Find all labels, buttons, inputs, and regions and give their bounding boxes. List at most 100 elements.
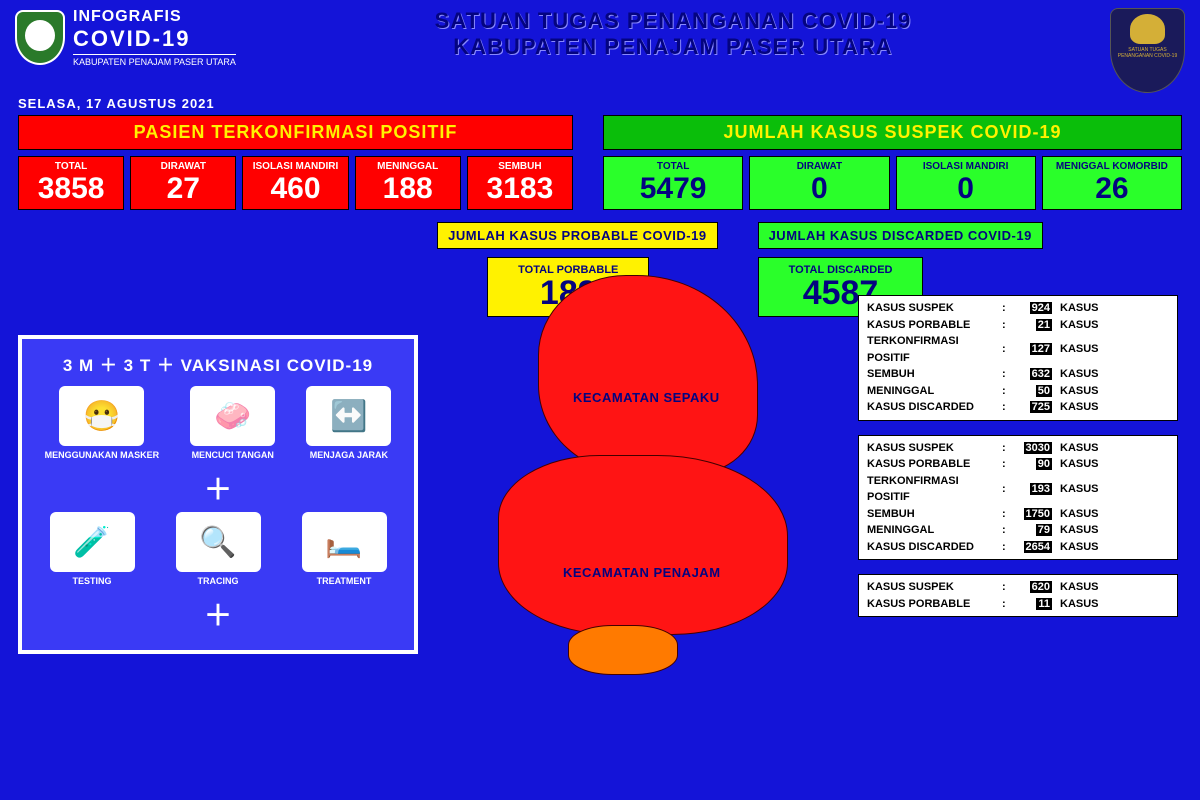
stat-value: 632 (1012, 366, 1052, 383)
box-value: 5479 (606, 172, 740, 205)
stat-value: 50 (1012, 383, 1052, 400)
box-value: 460 (245, 172, 345, 205)
vaksin-caption: MENGGUNAKAN MASKER (45, 450, 160, 460)
box-value: 188 (358, 172, 458, 205)
stat-key: KASUS PORBABLE (867, 456, 1002, 473)
stat-unit: KASUS (1052, 440, 1099, 457)
title-line2: KABUPATEN PENAJAM PASER UTARA (256, 34, 1090, 60)
stat-key: KASUS PORBABLE (867, 317, 1002, 334)
stat-value: 79 (1012, 522, 1052, 539)
stat-box: SEMBUH3183 (467, 156, 573, 210)
stat-key: KASUS PORBABLE (867, 596, 1002, 613)
vaksin-icon: 🧪 (50, 512, 135, 572)
probable-header: JUMLAH KASUS PROBABLE COVID-19 (437, 222, 717, 249)
logo-right-caption: SATUAN TUGAS PENANGANAN COVID-19 (1116, 47, 1179, 59)
stat-key: MENINGGAL (867, 383, 1002, 400)
stat-value: 21 (1012, 317, 1052, 334)
stat-box: ISOLASI MANDIRI0 (896, 156, 1036, 210)
stat-row: KASUS PORBABLE:11KASUS (867, 596, 1169, 613)
garuda-icon (1130, 14, 1165, 44)
stat-box: DIRAWAT27 (130, 156, 236, 210)
box-value: 27 (133, 172, 233, 205)
district-stats: KASUS SUSPEK:924KASUSKASUS PORBABLE:21KA… (858, 295, 1178, 654)
stat-box: MENIGGAL KOMORBID26 (1042, 156, 1182, 210)
positif-panel: PASIEN TERKONFIRMASI POSITIF TOTAL3858DI… (18, 115, 573, 210)
vaksin-caption: MENCUCI TANGAN (192, 450, 274, 460)
stat-value: 90 (1012, 456, 1052, 473)
discarded-header: JUMLAH KASUS DISCARDED COVID-19 (758, 222, 1043, 249)
stat-unit: KASUS (1052, 300, 1099, 317)
vaksin-icon: 🧼 (190, 386, 275, 446)
stat-value: 924 (1012, 300, 1052, 317)
box-label: SEMBUH (470, 161, 570, 172)
box-value: 26 (1045, 172, 1179, 205)
stat-unit: KASUS (1052, 366, 1099, 383)
logo-line1: INFOGRAFIS (73, 8, 236, 26)
stat-row: KASUS PORBABLE:90KASUS (867, 456, 1169, 473)
box-label: ISOLASI MANDIRI (899, 161, 1033, 172)
stat-value: 1750 (1012, 506, 1052, 523)
vaksin-header: 3 M ＋ 3 T ＋ VAKSINASI COVID-19 (34, 351, 402, 376)
vaksin-caption: TESTING (72, 576, 111, 586)
stat-unit: KASUS (1052, 456, 1099, 473)
vaksin-caption: TREATMENT (317, 576, 372, 586)
stat-box: TOTAL5479 (603, 156, 743, 210)
vaksin-icon: 🔍 (176, 512, 261, 572)
vaksin-item: 🔍 TRACING (176, 512, 261, 586)
stat-row: SEMBUH:1750KASUS (867, 506, 1169, 523)
stat-row: MENINGGAL:50KASUS (867, 383, 1169, 400)
title-line1: SATUAN TUGAS PENANGANAN COVID-19 (256, 8, 1090, 34)
stat-unit: KASUS (1052, 539, 1099, 556)
stat-value: 725 (1012, 399, 1052, 416)
stat-row: SEMBUH:632KASUS (867, 366, 1169, 383)
stat-row: TERKONFIRMASI POSITIF:127KASUS (867, 333, 1169, 366)
box-label: TOTAL (606, 161, 740, 172)
vaksin-caption: TRACING (198, 576, 239, 586)
stat-row: TERKONFIRMASI POSITIF:193KASUS (867, 473, 1169, 506)
stat-unit: KASUS (1052, 399, 1099, 416)
logo-text: INFOGRAFIS COVID-19 KABUPATEN PENAJAM PA… (73, 8, 236, 67)
stat-row: KASUS SUSPEK:620KASUS (867, 579, 1169, 596)
stat-key: KASUS SUSPEK (867, 300, 1002, 317)
stat-unit: KASUS (1052, 341, 1099, 358)
stats-row-1: PASIEN TERKONFIRMASI POSITIF TOTAL3858DI… (0, 111, 1200, 214)
box-value: 0 (752, 172, 886, 205)
logo-right: SATUAN TUGAS PENANGANAN COVID-19 (1110, 8, 1185, 93)
vaksin-item: 🛏️ TREATMENT (302, 512, 387, 586)
stat-value: 3030 (1012, 440, 1052, 457)
date-label: SELASA, 17 AGUSTUS 2021 (0, 96, 1200, 111)
stat-key: KASUS DISCARDED (867, 399, 1002, 416)
stat-row: KASUS DISCARDED:2654KASUS (867, 539, 1169, 556)
vaksin-caption: MENJAGA JARAK (310, 450, 388, 460)
vaksin-row-1: 😷MENGGUNAKAN MASKER🧼MENCUCI TANGAN↔️MENJ… (34, 386, 402, 460)
bottom-section: 3 M ＋ 3 T ＋ VAKSINASI COVID-19 😷MENGGUNA… (0, 325, 1200, 654)
stat-row: KASUS DISCARDED:725KASUS (867, 399, 1169, 416)
stat-value: 620 (1012, 579, 1052, 596)
box-label: MENIGGAL KOMORBID (1045, 161, 1179, 172)
vaksin-item: 🧪 TESTING (50, 512, 135, 586)
stat-unit: KASUS (1052, 383, 1099, 400)
vaksin-icon: ↔️ (306, 386, 391, 446)
positif-boxes: TOTAL3858DIRAWAT27ISOLASI MANDIRI460MENI… (18, 156, 573, 210)
stat-key: KASUS SUSPEK (867, 579, 1002, 596)
box-value: 3183 (470, 172, 570, 205)
stat-key: SEMBUH (867, 366, 1002, 383)
stat-box: TOTAL3858 (18, 156, 124, 210)
stat-value: 127 (1012, 341, 1052, 358)
map-label-penajam: KECAMATAN PENAJAM (563, 565, 721, 580)
box-value: 3858 (21, 172, 121, 205)
header: INFOGRAFIS COVID-19 KABUPATEN PENAJAM PA… (0, 0, 1200, 101)
box-label: ISOLASI MANDIRI (245, 161, 345, 172)
box-label: MENINGGAL (358, 161, 458, 172)
stat-block: KASUS SUSPEK:3030KASUSKASUS PORBABLE:90K… (858, 435, 1178, 561)
stat-value: 11 (1012, 596, 1052, 613)
logo-line3: KABUPATEN PENAJAM PASER UTARA (73, 54, 236, 67)
stat-row: MENINGGAL:79KASUS (867, 522, 1169, 539)
stat-key: MENINGGAL (867, 522, 1002, 539)
stat-key: SEMBUH (867, 506, 1002, 523)
stat-unit: KASUS (1052, 522, 1099, 539)
vaksin-icon: 🛏️ (302, 512, 387, 572)
stat-box: ISOLASI MANDIRI460 (242, 156, 348, 210)
vaksin-item: ↔️ MENJAGA JARAK (306, 386, 391, 460)
map-label-sepaku: KECAMATAN SEPAKU (573, 390, 720, 405)
